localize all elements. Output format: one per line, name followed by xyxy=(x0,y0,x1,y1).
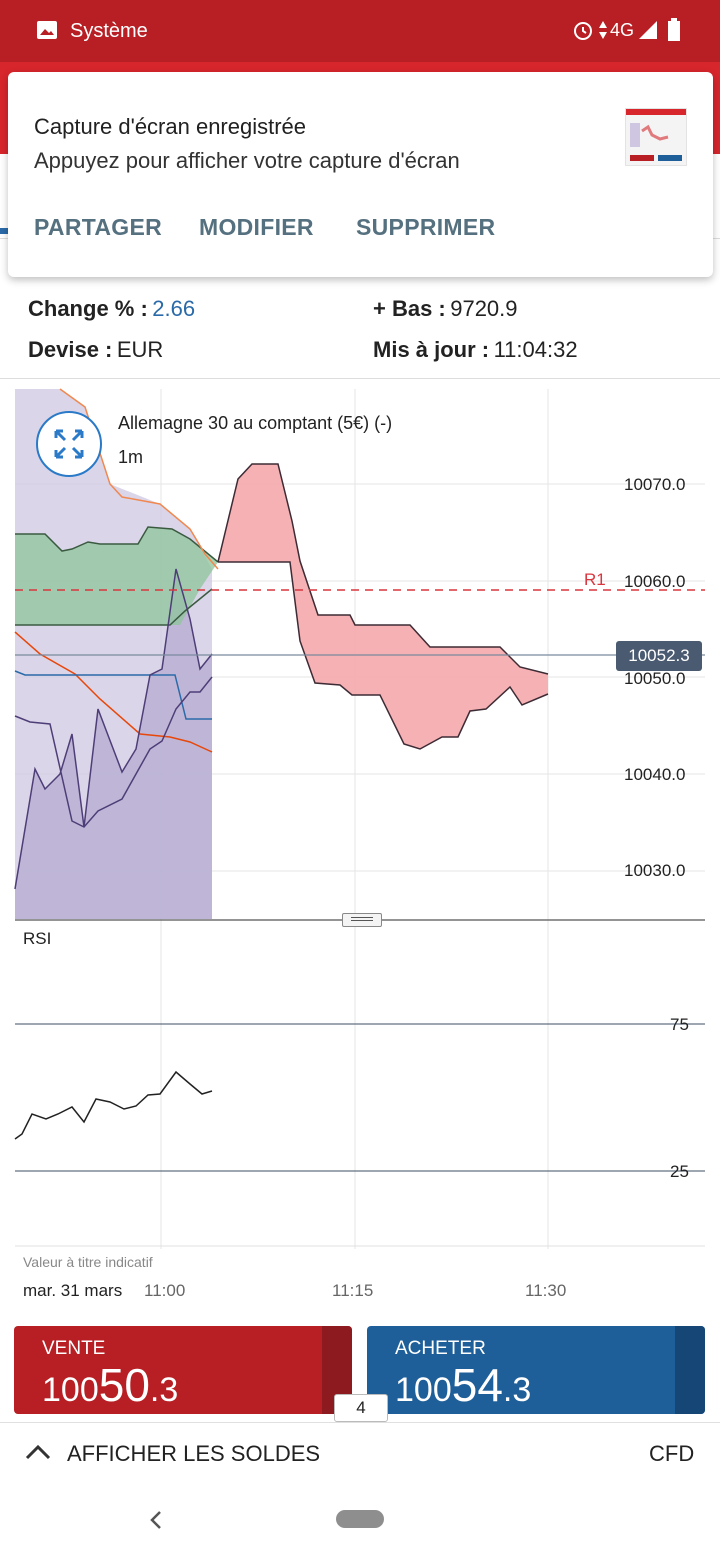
change-pct-label: Change % : xyxy=(28,296,148,321)
home-pill[interactable] xyxy=(336,1510,384,1528)
status-bar: Système 4G xyxy=(0,0,720,62)
image-icon xyxy=(37,21,57,39)
y-tick-10070: 10070.0 xyxy=(624,475,686,494)
time-label-1130: 11:30 xyxy=(525,1281,567,1300)
buy-price: 10054.3 xyxy=(395,1358,531,1412)
sell-price-suffix: .3 xyxy=(149,1371,179,1409)
y-tick-10060: 10060.0 xyxy=(624,572,686,591)
buy-label: ACHETER xyxy=(395,1338,486,1359)
rsi-tick-75: 75 xyxy=(670,1015,689,1034)
rsi-tick-25: 25 xyxy=(670,1162,689,1181)
edit-action[interactable]: MODIFIER xyxy=(199,214,314,240)
orange-lower-line xyxy=(14,631,213,753)
updated-value: 11:04:32 xyxy=(493,337,578,362)
purple-lower-line xyxy=(14,676,213,828)
currency-row: Devise : EUR xyxy=(28,337,163,363)
system-nav-bar xyxy=(0,1484,720,1560)
green-cloud-top-line xyxy=(15,526,219,563)
updated-row: Mis à jour : 11:04:32 xyxy=(373,337,578,363)
network-label: 4G xyxy=(610,20,635,40)
rsi-line xyxy=(14,1070,213,1140)
green-cloud-bottom-line xyxy=(15,588,213,626)
red-cloud-top-line xyxy=(217,463,549,675)
sell-label: VENTE xyxy=(42,1338,106,1359)
low-label: + Bas : xyxy=(373,296,446,321)
chart-svg[interactable]: R1 xyxy=(0,379,720,1309)
currency-value: EUR xyxy=(116,337,164,362)
indicative-disclaimer: Valeur à titre indicatif xyxy=(23,1254,153,1270)
y-tick-10030: 10030.0 xyxy=(624,861,686,880)
time-label-1100: 11:00 xyxy=(144,1281,186,1300)
buy-price-prefix: 100 xyxy=(395,1371,452,1409)
sell-price-big: 50 xyxy=(98,1359,150,1411)
chevron-up-icon xyxy=(25,1444,51,1460)
screenshot-thumbnail[interactable] xyxy=(625,108,687,166)
currency-label: Devise : xyxy=(28,337,113,362)
buy-button-edge xyxy=(675,1326,705,1414)
expand-arrows-icon xyxy=(54,429,84,459)
green-cloud xyxy=(15,527,218,625)
buy-button[interactable]: ACHETER 10054.3 xyxy=(367,1326,705,1414)
price-chart[interactable]: R1 Allemagne 30 au comptant (5€) (-) 1m … xyxy=(0,378,720,1309)
expand-button[interactable] xyxy=(36,411,102,477)
product-type-label[interactable]: CFD xyxy=(649,1441,695,1466)
notification-title: Capture d'écran enregistrée xyxy=(34,114,307,139)
spread-badge: 4 xyxy=(334,1394,388,1422)
r1-label: R1 xyxy=(584,570,606,589)
share-action[interactable]: PARTAGER xyxy=(34,214,163,240)
purple-fill xyxy=(15,569,212,919)
battery-icon xyxy=(668,18,680,41)
signal-icon xyxy=(639,21,657,39)
purple-price-line xyxy=(14,568,213,890)
chart-interval: 1m xyxy=(118,447,144,467)
change-pct-value: 2.66 xyxy=(152,296,196,321)
sell-price-prefix: 100 xyxy=(42,1371,99,1409)
buy-price-big: 54 xyxy=(451,1359,503,1411)
buy-price-suffix: .3 xyxy=(502,1371,532,1409)
pane-resize-handle[interactable] xyxy=(342,913,382,927)
status-app-label: Système xyxy=(70,20,148,42)
data-arrows-icon xyxy=(599,21,607,39)
low-value: 9720.9 xyxy=(450,296,518,321)
current-price-tag: 10052.3 xyxy=(616,641,702,671)
delete-action[interactable]: SUPPRIMER xyxy=(356,214,496,240)
tab-indicator xyxy=(0,228,10,234)
time-label-1115: 11:15 xyxy=(332,1281,374,1300)
y-tick-10050: 10050.0 xyxy=(624,669,686,688)
alarm-icon xyxy=(574,22,592,40)
instrument-name: Allemagne 30 au comptant (5€) (-) xyxy=(118,413,393,433)
red-cloud-bottom-line xyxy=(218,561,549,750)
blue-line xyxy=(14,670,212,720)
y-tick-10040: 10040.0 xyxy=(624,765,686,784)
red-cloud xyxy=(218,464,548,749)
show-balances-label: AFFICHER LES SOLDES xyxy=(67,1441,321,1466)
rsi-label: RSI xyxy=(23,929,52,948)
date-label: mar. 31 mars xyxy=(23,1281,123,1300)
back-icon[interactable] xyxy=(146,1508,166,1532)
balances-bar[interactable]: AFFICHER LES SOLDES CFD xyxy=(0,1422,720,1485)
updated-label: Mis à jour : xyxy=(373,337,490,362)
sell-price: 10050.3 xyxy=(42,1358,178,1412)
notification-subtitle: Appuyez pour afficher votre capture d'éc… xyxy=(34,148,460,173)
screenshot-notification[interactable]: Capture d'écran enregistrée Appuyez pour… xyxy=(8,72,713,277)
low-row: + Bas : 9720.9 xyxy=(373,296,518,322)
sell-button[interactable]: VENTE 10050.3 xyxy=(14,1326,352,1414)
change-pct-row: Change % : 2.66 xyxy=(28,296,195,322)
